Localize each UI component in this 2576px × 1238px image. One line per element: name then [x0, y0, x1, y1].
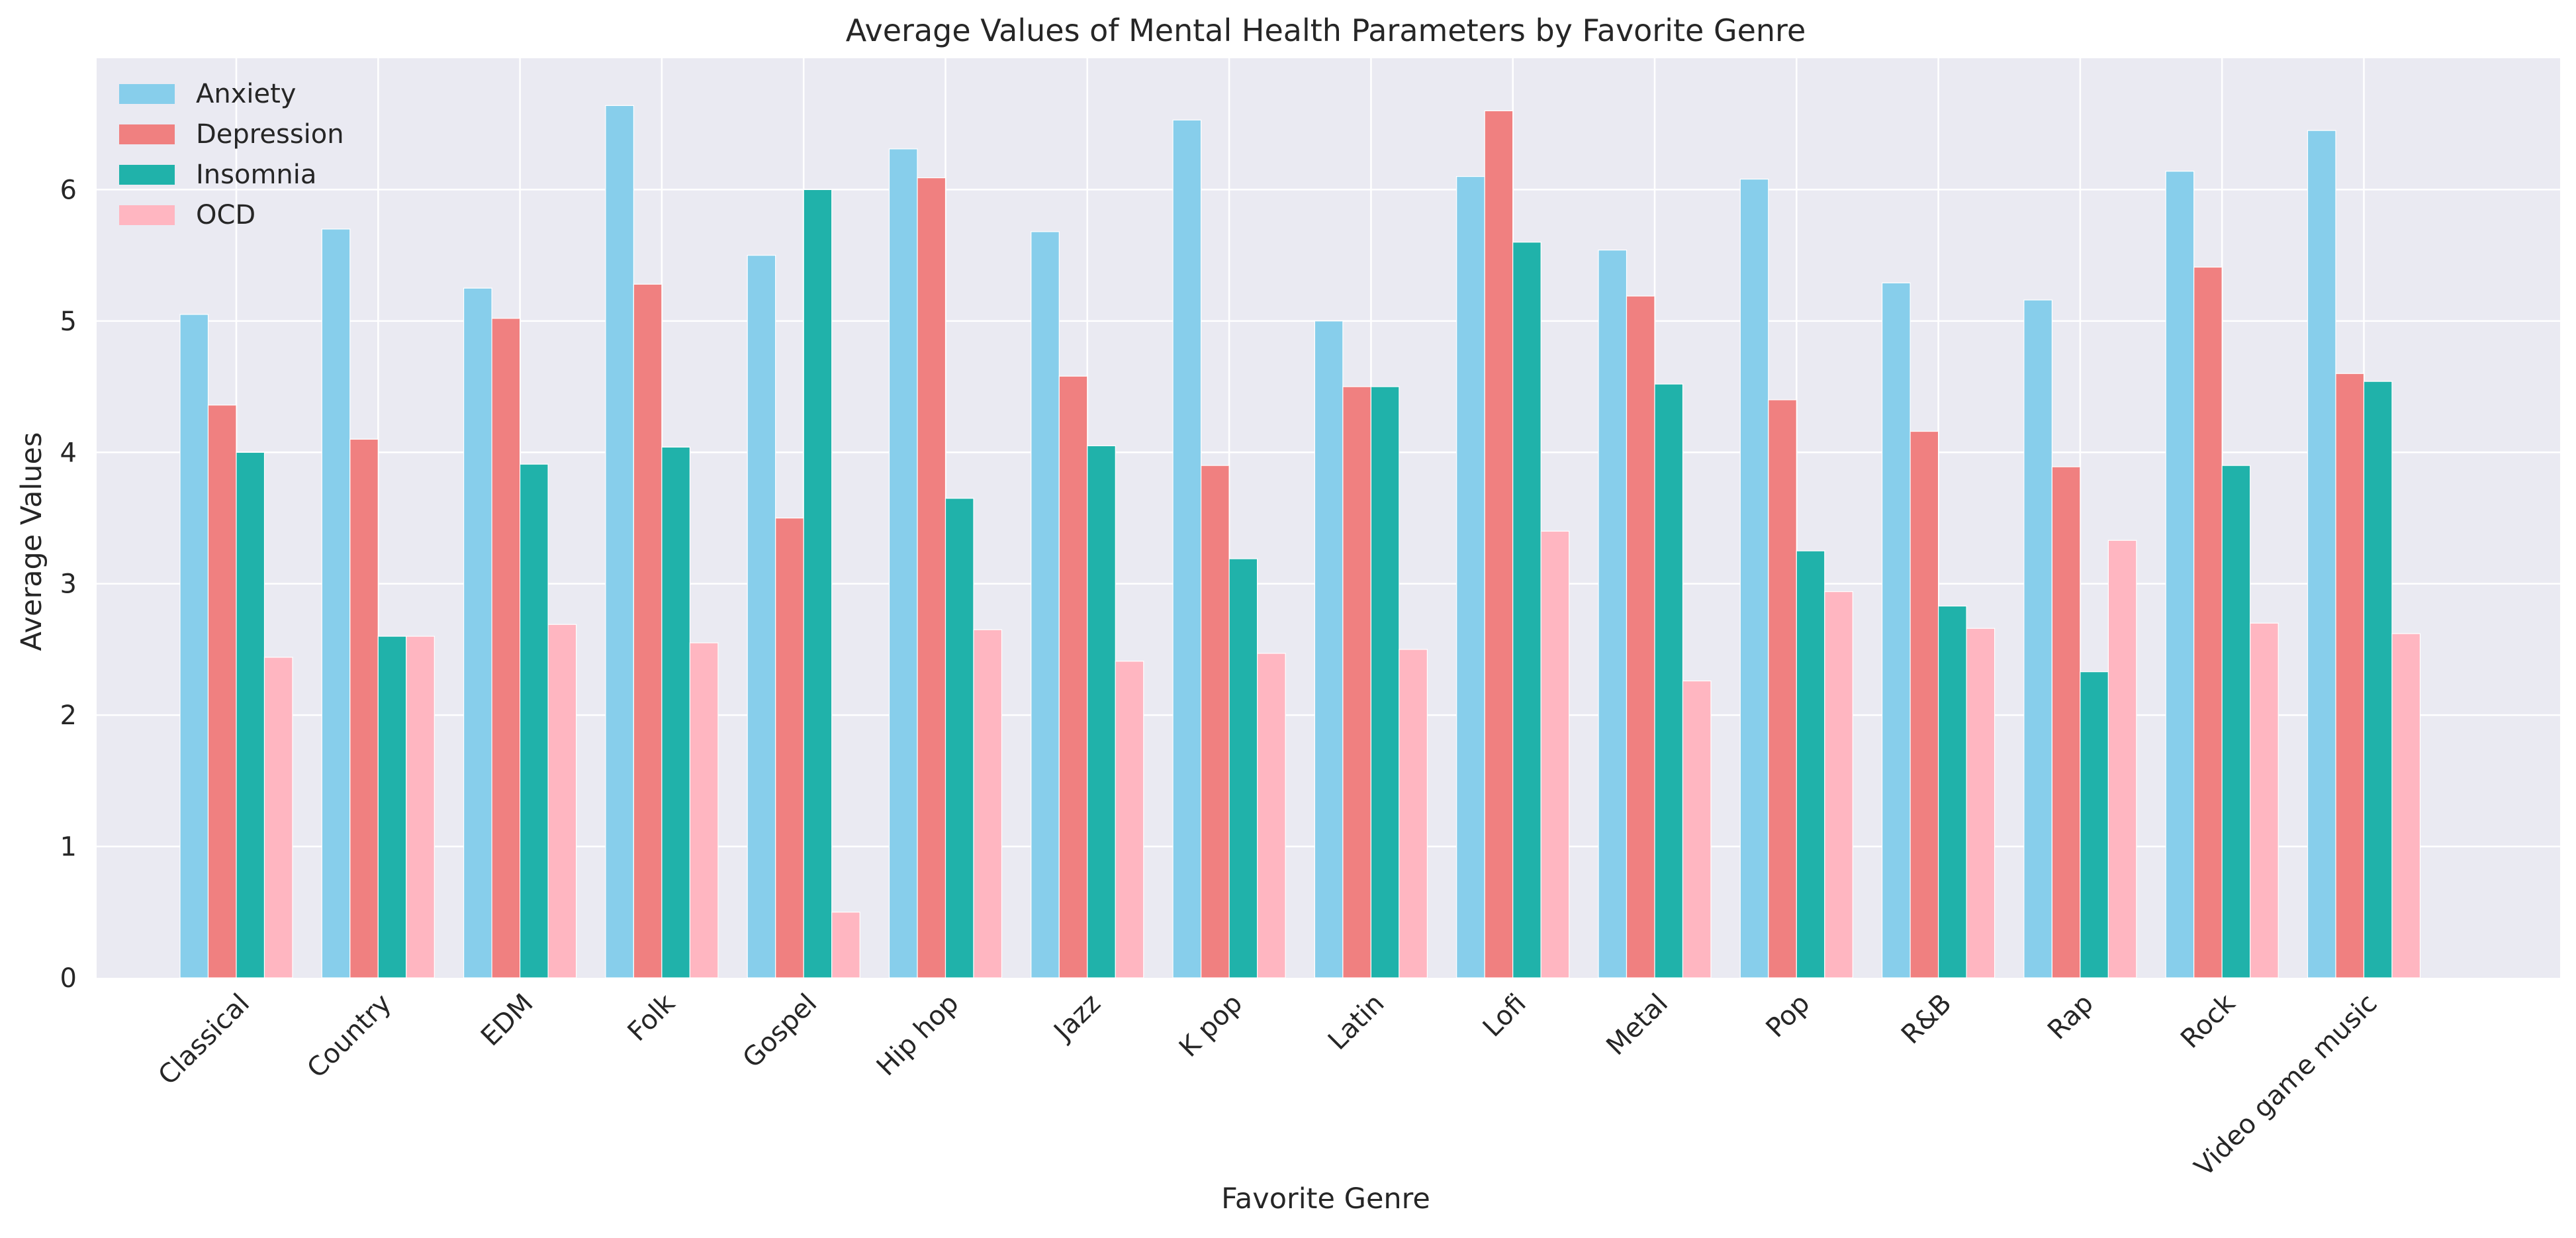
bar-ocd-latin [1399, 649, 1428, 978]
bar-insomnia-gospel [803, 189, 833, 978]
bar-anxiety-pop [1739, 178, 1769, 978]
bar-depression-jazz [1058, 375, 1088, 978]
bar-insomnia-lofi [1512, 242, 1541, 978]
series-depression [207, 110, 2365, 978]
bar-ocd-rap [2107, 540, 2137, 978]
bar-anxiety-r-b [1882, 282, 1911, 978]
bar-ocd-hip-hop [973, 629, 1003, 978]
bar-ocd-classical [263, 657, 293, 978]
bar-anxiety-folk [605, 105, 635, 978]
y-tick-label: 2 [60, 700, 77, 731]
y-tick-label: 3 [60, 569, 77, 600]
bar-insomnia-folk [661, 446, 691, 978]
bar-ocd-rock [2250, 622, 2279, 978]
bars [179, 105, 2421, 978]
bar-depression-rap [2051, 466, 2081, 978]
legend-swatch-insomnia [119, 165, 175, 185]
legend-label-ocd: OCD [196, 200, 255, 230]
y-tick-label: 5 [60, 307, 77, 337]
bar-insomnia-metal [1654, 383, 1684, 978]
bar-depression-hip-hop [917, 177, 946, 978]
bar-depression-classical [207, 405, 237, 978]
y-tick-label: 0 [60, 963, 77, 994]
bar-depression-latin [1342, 386, 1372, 978]
bar-insomnia-hip-hop [944, 498, 974, 978]
bar-depression-gospel [775, 517, 804, 978]
x-axis-label: Favorite Genre [1221, 1182, 1430, 1215]
bar-depression-k-pop [1200, 465, 1230, 978]
bar-anxiety-rock [2165, 171, 2195, 978]
bar-ocd-r-b [1966, 628, 1996, 978]
bar-insomnia-jazz [1087, 445, 1116, 978]
bar-depression-edm [491, 318, 521, 978]
bar-insomnia-latin [1370, 386, 1400, 978]
bar-ocd-jazz [1115, 661, 1144, 978]
bar-anxiety-country [321, 228, 351, 978]
bar-depression-r-b [1909, 430, 1939, 978]
bar-depression-metal [1626, 295, 1655, 978]
y-tick-label: 4 [60, 438, 77, 468]
bar-anxiety-k-pop [1172, 119, 1202, 978]
bar-anxiety-video-game-music [2307, 130, 2336, 978]
y-axis-label: Average Values [15, 432, 48, 651]
bar-depression-rock [2193, 266, 2223, 978]
bar-depression-pop [1768, 399, 1797, 978]
bar-anxiety-latin [1314, 320, 1344, 978]
bar-anxiety-metal [1598, 250, 1628, 978]
bar-anxiety-hip-hop [888, 148, 918, 978]
legend-label-anxiety: Anxiety [196, 79, 296, 109]
bar-insomnia-country [377, 636, 407, 978]
bar-anxiety-rap [2023, 299, 2052, 978]
bar-insomnia-classical [236, 452, 265, 978]
bar-depression-video-game-music [2335, 373, 2365, 978]
bar-insomnia-edm [519, 463, 549, 978]
bar-depression-lofi [1484, 110, 1514, 978]
bar-ocd-country [406, 636, 435, 978]
series-anxiety [179, 105, 2336, 978]
bar-insomnia-r-b [1938, 605, 1967, 978]
bar-anxiety-lofi [1456, 175, 1485, 978]
bar-insomnia-video-game-music [2363, 381, 2393, 978]
chart-title: Average Values of Mental Health Paramete… [846, 13, 1806, 48]
legend-label-insomnia: Insomnia [196, 160, 316, 190]
bar-depression-country [349, 438, 379, 978]
bar-anxiety-gospel [747, 255, 776, 978]
legend-swatch-anxiety [119, 84, 175, 104]
y-tick-label: 6 [60, 175, 77, 205]
legend: Anxiety Depression Insomnia OCD [119, 79, 344, 230]
y-axis-ticks: 0 1 2 3 4 5 6 [60, 175, 77, 994]
bar-ocd-video-game-music [2391, 633, 2421, 978]
legend-label-depression: Depression [196, 119, 344, 150]
bar-ocd-gospel [831, 912, 860, 978]
series-ocd [263, 530, 2421, 978]
bar-insomnia-pop [1796, 550, 1825, 978]
bar-ocd-folk [689, 642, 719, 978]
series-insomnia [236, 189, 2393, 978]
bar-ocd-k-pop [1256, 653, 1286, 978]
legend-swatch-depression [119, 124, 175, 144]
y-tick-label: 1 [60, 832, 77, 863]
bar-ocd-metal [1682, 680, 1712, 978]
bar-insomnia-k-pop [1228, 558, 1258, 978]
bar-ocd-pop [1824, 591, 1853, 978]
bar-anxiety-classical [179, 314, 209, 978]
bar-insomnia-rock [2221, 465, 2251, 978]
bar-ocd-edm [547, 624, 577, 978]
bar-anxiety-edm [463, 287, 492, 978]
bar-ocd-lofi [1540, 530, 1570, 978]
bar-depression-folk [633, 283, 663, 978]
bar-anxiety-jazz [1031, 231, 1060, 978]
bar-insomnia-rap [2080, 671, 2109, 978]
legend-swatch-ocd [119, 205, 175, 225]
